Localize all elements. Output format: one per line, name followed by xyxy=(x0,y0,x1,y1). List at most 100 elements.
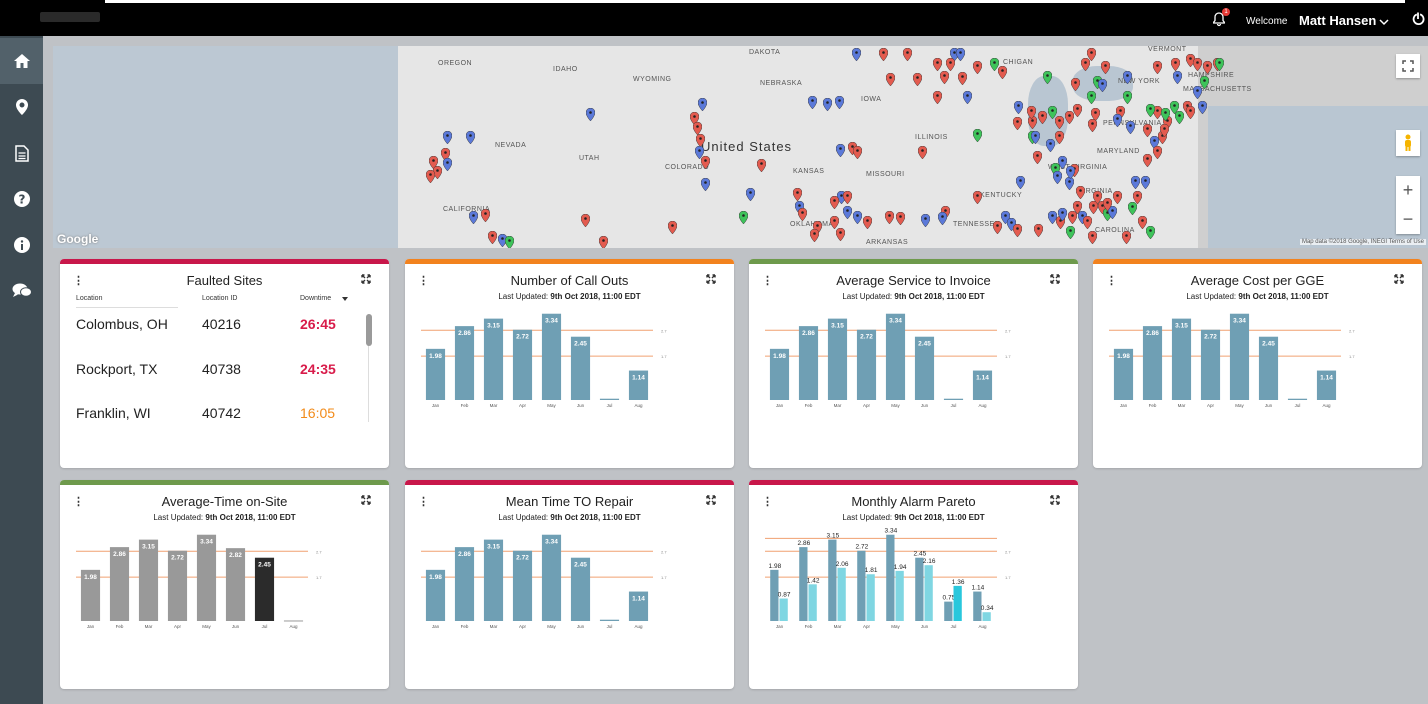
map-marker-icon[interactable] xyxy=(739,211,748,224)
map-marker-icon[interactable] xyxy=(830,196,839,209)
map-marker-icon[interactable] xyxy=(1141,176,1150,189)
map-marker-icon[interactable] xyxy=(933,91,942,104)
street-view-button[interactable] xyxy=(1396,130,1420,156)
map-marker-icon[interactable] xyxy=(1014,101,1023,114)
map-marker-icon[interactable] xyxy=(1113,114,1122,127)
map-marker-icon[interactable] xyxy=(1146,104,1155,117)
column-header-location-id[interactable]: Location ID xyxy=(202,295,238,302)
map-panel[interactable]: OREGON IDAHO WYOMING DAKOTA NEBRASKA IOWA NEVA… xyxy=(53,46,1428,248)
map-marker-icon[interactable] xyxy=(505,236,514,248)
map-marker-icon[interactable] xyxy=(1053,171,1062,184)
map-marker-icon[interactable] xyxy=(469,211,478,224)
map-marker-icon[interactable] xyxy=(843,191,852,204)
map-marker-icon[interactable] xyxy=(1046,139,1055,152)
map-marker-icon[interactable] xyxy=(1193,58,1202,71)
map-attribution[interactable]: Map data ©2018 Google, INEGI Terms of Us… xyxy=(1299,239,1426,245)
sidebar-item-info[interactable] xyxy=(0,222,43,268)
map-marker-icon[interactable] xyxy=(581,214,590,227)
kebab-menu-icon[interactable]: ⋮ xyxy=(73,275,84,287)
expand-icon[interactable] xyxy=(361,495,371,505)
map-marker-icon[interactable] xyxy=(852,48,861,61)
map-marker-icon[interactable] xyxy=(1073,104,1082,117)
map-marker-icon[interactable] xyxy=(488,231,497,244)
kebab-menu-icon[interactable]: ⋮ xyxy=(73,496,84,508)
map-marker-icon[interactable] xyxy=(1076,186,1085,199)
map-marker-icon[interactable] xyxy=(998,66,1007,79)
map-marker-icon[interactable] xyxy=(933,58,942,71)
map-marker-icon[interactable] xyxy=(836,228,845,241)
zoom-in-button[interactable]: + xyxy=(1402,180,1414,200)
map-marker-icon[interactable] xyxy=(1055,131,1064,144)
map-marker-icon[interactable] xyxy=(668,221,677,234)
map-marker-icon[interactable] xyxy=(1123,71,1132,84)
table-row[interactable]: Rockport, TX 40738 24:35 xyxy=(76,361,356,381)
map-marker-icon[interactable] xyxy=(1160,124,1169,137)
map-marker-icon[interactable] xyxy=(746,188,755,201)
map-marker-icon[interactable] xyxy=(1113,191,1122,204)
map-marker-icon[interactable] xyxy=(1066,166,1075,179)
map-marker-icon[interactable] xyxy=(1038,111,1047,124)
kebab-menu-icon[interactable]: ⋮ xyxy=(762,275,773,287)
map-marker-icon[interactable] xyxy=(973,129,982,142)
map-marker-icon[interactable] xyxy=(973,61,982,74)
map-marker-icon[interactable] xyxy=(896,212,905,225)
map-marker-icon[interactable] xyxy=(1098,79,1107,92)
map-marker-icon[interactable] xyxy=(1058,208,1067,221)
map-marker-icon[interactable] xyxy=(946,58,955,71)
map-marker-icon[interactable] xyxy=(1146,226,1155,239)
map-marker-icon[interactable] xyxy=(886,73,895,86)
expand-icon[interactable] xyxy=(1050,495,1060,505)
fullscreen-button[interactable] xyxy=(1396,54,1420,78)
kebab-menu-icon[interactable]: ⋮ xyxy=(418,496,429,508)
map-marker-icon[interactable] xyxy=(599,236,608,248)
map-marker-icon[interactable] xyxy=(757,159,766,172)
map-marker-icon[interactable] xyxy=(808,96,817,109)
table-row[interactable]: Franklin, WI 40742 16:05 xyxy=(76,405,356,425)
map-marker-icon[interactable] xyxy=(701,156,710,169)
map-marker-icon[interactable] xyxy=(1066,226,1075,239)
map-marker-icon[interactable] xyxy=(879,48,888,61)
map-marker-icon[interactable] xyxy=(1093,191,1102,204)
map-marker-icon[interactable] xyxy=(1101,61,1110,74)
map-marker-icon[interactable] xyxy=(1031,131,1040,144)
expand-icon[interactable] xyxy=(706,495,716,505)
map-marker-icon[interactable] xyxy=(1043,71,1052,84)
sidebar-item-locations[interactable] xyxy=(0,84,43,130)
sidebar-item-reports[interactable] xyxy=(0,130,43,176)
map-marker-icon[interactable] xyxy=(1027,106,1036,119)
map-marker-icon[interactable] xyxy=(938,212,947,225)
scrollbar-thumb[interactable] xyxy=(366,314,372,346)
table-row[interactable]: Colombus, OH 40216 26:45 xyxy=(76,316,356,336)
bell-icon[interactable] xyxy=(1211,11,1227,27)
map-marker-icon[interactable] xyxy=(1143,154,1152,167)
map-marker-icon[interactable] xyxy=(958,72,967,85)
map-marker-icon[interactable] xyxy=(973,191,982,204)
map-marker-icon[interactable] xyxy=(793,188,802,201)
map-marker-icon[interactable] xyxy=(903,48,912,61)
kebab-menu-icon[interactable]: ⋮ xyxy=(1106,275,1117,287)
map-marker-icon[interactable] xyxy=(810,229,819,242)
map-marker-icon[interactable] xyxy=(823,98,832,111)
kebab-menu-icon[interactable]: ⋮ xyxy=(418,275,429,287)
map-marker-icon[interactable] xyxy=(1071,78,1080,91)
map-marker-icon[interactable] xyxy=(586,108,595,121)
map-marker-icon[interactable] xyxy=(481,209,490,222)
map-marker-icon[interactable] xyxy=(863,216,872,229)
map-marker-icon[interactable] xyxy=(1170,101,1179,114)
sidebar-item-home[interactable] xyxy=(0,38,43,84)
column-header-downtime[interactable]: Downtime xyxy=(300,295,332,302)
map-marker-icon[interactable] xyxy=(1150,136,1159,149)
map-marker-icon[interactable] xyxy=(466,131,475,144)
map-marker-icon[interactable] xyxy=(918,146,927,159)
map-marker-icon[interactable] xyxy=(1126,121,1135,134)
map-marker-icon[interactable] xyxy=(1173,71,1182,84)
map-marker-icon[interactable] xyxy=(1088,231,1097,244)
map-marker-icon[interactable] xyxy=(843,206,852,219)
map-marker-icon[interactable] xyxy=(853,211,862,224)
map-marker-icon[interactable] xyxy=(853,146,862,159)
map-marker-icon[interactable] xyxy=(426,170,435,183)
power-icon[interactable] xyxy=(1410,11,1426,27)
map-marker-icon[interactable] xyxy=(956,48,965,61)
map-marker-icon[interactable] xyxy=(1215,58,1224,71)
map-marker-icon[interactable] xyxy=(1193,86,1202,99)
